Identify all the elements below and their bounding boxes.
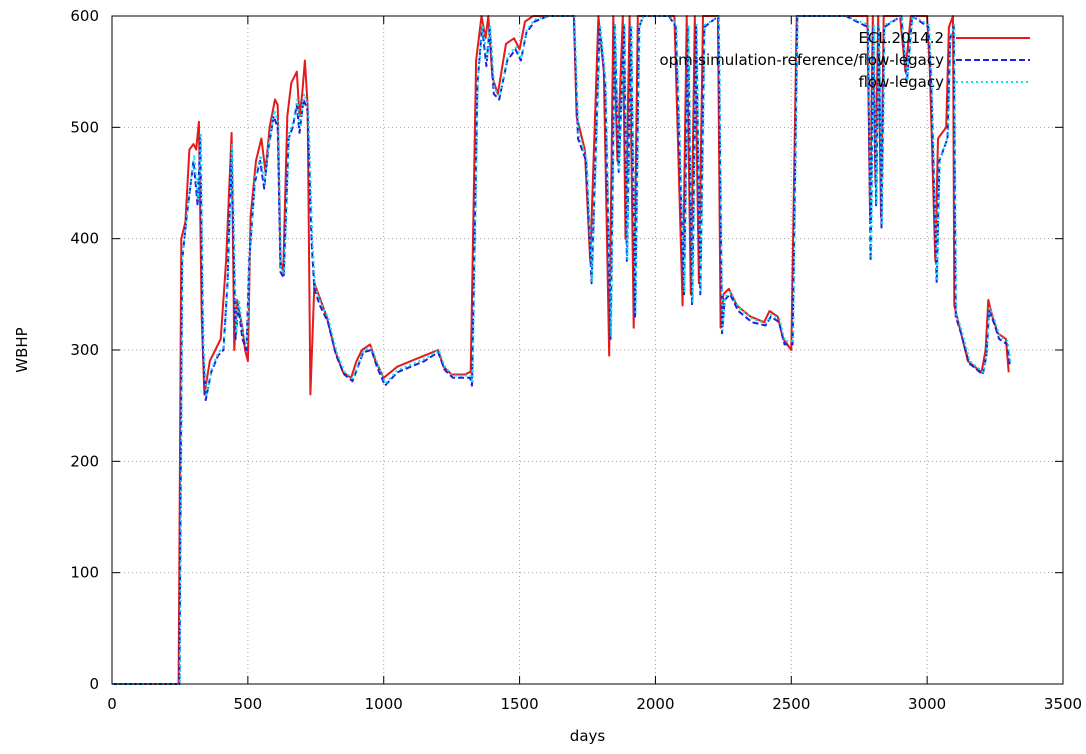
series-line-1 [112,15,1010,685]
y-tick-label: 400 [70,230,99,248]
x-axis-label: days [570,727,606,745]
x-tick-label: 2000 [636,695,674,713]
y-tick-label: 0 [89,675,99,693]
y-tick-label: 500 [70,118,99,136]
y-axis-label: WBHP [13,327,31,372]
legend: ECL.2014.2 opm-simulation-reference/flow-… [659,29,1030,91]
series-lines [112,15,1012,685]
x-tick-label: 3500 [1044,695,1082,713]
y-tick-label: 100 [70,564,99,582]
legend-label: ECL.2014.2 [858,29,944,47]
axis-ticks: 0 500 1000 1500 2000 2500 3000 3500 0 100 200 300 40… [70,7,1082,713]
y-tick-label: 200 [70,452,99,470]
x-tick-label: 500 [234,695,263,713]
y-tick-label: 600 [70,7,99,25]
legend-label: opm-simulation-reference/flow-legacy [659,51,944,69]
y-tick-label: 300 [70,341,99,359]
x-tick-label: 3000 [908,695,946,713]
x-tick-label: 2500 [772,695,810,713]
x-tick-label: 1000 [365,695,403,713]
x-tick-label: 1500 [500,695,538,713]
grid-lines [112,16,1063,684]
legend-label: flow-legacy [858,73,944,91]
x-tick-label: 0 [107,695,117,713]
